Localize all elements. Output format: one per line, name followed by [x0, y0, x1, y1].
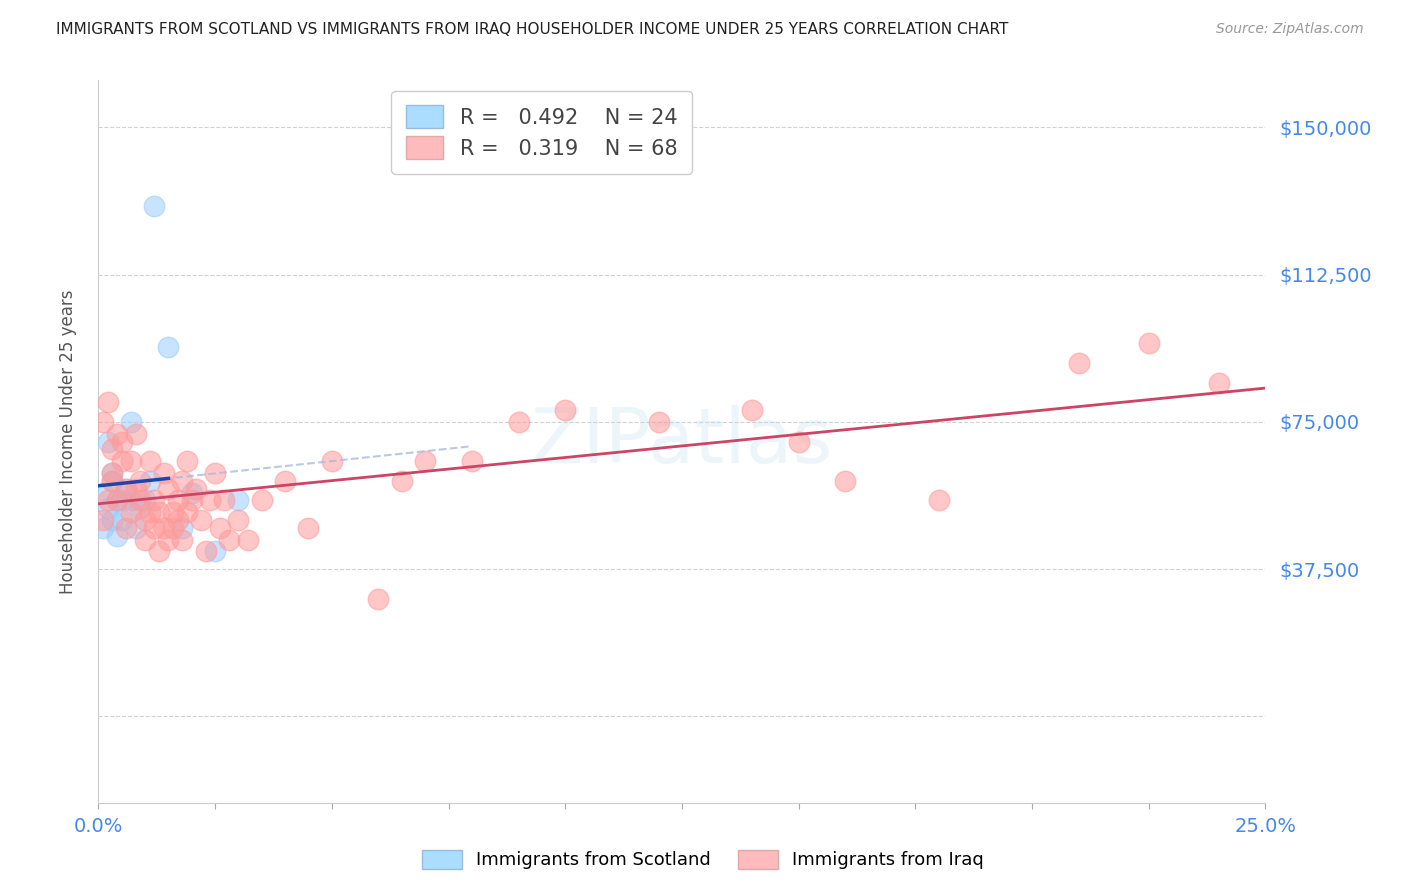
- Point: [1208, 376, 1230, 390]
- Point: [129, 493, 152, 508]
- Point: [125, 521, 148, 535]
- Point: [105, 426, 128, 441]
- Point: [200, 493, 222, 508]
- Point: [172, 533, 194, 547]
- Point: [176, 505, 198, 519]
- Y-axis label: Householder Income Under 25 years: Householder Income Under 25 years: [59, 289, 77, 594]
- Point: [208, 521, 231, 535]
- Point: [101, 466, 124, 480]
- Point: [157, 482, 180, 496]
- Point: [148, 544, 170, 558]
- Point: [129, 501, 152, 516]
- Point: [1067, 356, 1090, 370]
- Point: [120, 493, 142, 508]
- Point: [125, 426, 148, 441]
- Point: [134, 513, 156, 527]
- Point: [172, 474, 194, 488]
- Point: [111, 493, 134, 508]
- Point: [166, 493, 188, 508]
- Point: [834, 474, 856, 488]
- Point: [236, 533, 259, 547]
- Point: [101, 474, 124, 488]
- Point: [176, 454, 198, 468]
- Point: [101, 474, 124, 488]
- Point: [143, 199, 166, 213]
- Point: [125, 482, 148, 496]
- Point: [97, 493, 120, 508]
- Point: [111, 454, 134, 468]
- Point: [111, 513, 134, 527]
- Text: Source: ZipAtlas.com: Source: ZipAtlas.com: [1216, 22, 1364, 37]
- Point: [91, 415, 114, 429]
- Point: [162, 521, 184, 535]
- Text: IMMIGRANTS FROM SCOTLAND VS IMMIGRANTS FROM IRAQ HOUSEHOLDER INCOME UNDER 25 YEA: IMMIGRANTS FROM SCOTLAND VS IMMIGRANTS F…: [56, 22, 1008, 37]
- Point: [157, 533, 180, 547]
- Point: [134, 533, 156, 547]
- Point: [143, 521, 166, 535]
- Point: [129, 474, 152, 488]
- Point: [91, 485, 114, 500]
- Point: [413, 454, 436, 468]
- Point: [250, 493, 273, 508]
- Point: [152, 521, 174, 535]
- Point: [204, 466, 226, 480]
- Legend: Immigrants from Scotland, Immigrants from Iraq: Immigrants from Scotland, Immigrants fro…: [413, 841, 993, 879]
- Point: [391, 474, 413, 488]
- Point: [186, 482, 208, 496]
- Point: [101, 513, 124, 527]
- Point: [105, 493, 128, 508]
- Point: [194, 544, 217, 558]
- Point: [101, 466, 124, 480]
- Point: [91, 521, 114, 535]
- Point: [461, 454, 484, 468]
- Point: [148, 505, 170, 519]
- Text: ZIPatlas: ZIPatlas: [530, 405, 834, 478]
- Point: [508, 415, 530, 429]
- Point: [139, 505, 162, 519]
- Point: [180, 493, 202, 508]
- Point: [101, 442, 124, 457]
- Point: [214, 493, 236, 508]
- Point: [787, 434, 810, 449]
- Point: [190, 513, 212, 527]
- Point: [928, 493, 950, 508]
- Point: [120, 415, 142, 429]
- Point: [166, 513, 188, 527]
- Point: [228, 513, 250, 527]
- Point: [274, 474, 297, 488]
- Point: [120, 505, 142, 519]
- Point: [139, 474, 162, 488]
- Point: [172, 521, 194, 535]
- Legend: R =   0.492    N = 24, R =   0.319    N = 68: R = 0.492 N = 24, R = 0.319 N = 68: [391, 91, 692, 174]
- Point: [105, 529, 128, 543]
- Point: [143, 493, 166, 508]
- Point: [115, 482, 138, 496]
- Point: [157, 340, 180, 354]
- Point: [115, 521, 138, 535]
- Point: [204, 544, 226, 558]
- Point: [97, 501, 120, 516]
- Point: [152, 466, 174, 480]
- Point: [180, 485, 202, 500]
- Point: [139, 454, 162, 468]
- Point: [115, 482, 138, 496]
- Point: [105, 493, 128, 508]
- Point: [741, 403, 763, 417]
- Point: [97, 434, 120, 449]
- Point: [1137, 336, 1160, 351]
- Point: [647, 415, 669, 429]
- Point: [120, 454, 142, 468]
- Point: [218, 533, 240, 547]
- Point: [554, 403, 576, 417]
- Point: [228, 493, 250, 508]
- Point: [162, 505, 184, 519]
- Point: [321, 454, 343, 468]
- Point: [97, 395, 120, 409]
- Point: [297, 521, 319, 535]
- Point: [111, 434, 134, 449]
- Point: [134, 493, 156, 508]
- Point: [91, 513, 114, 527]
- Point: [367, 591, 389, 606]
